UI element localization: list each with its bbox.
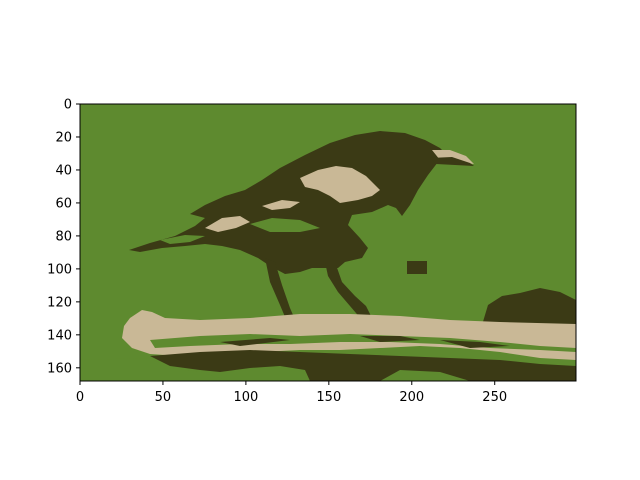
branch-fleck-3 bbox=[440, 340, 510, 348]
wing-gap-1 bbox=[250, 218, 320, 232]
y-tick-label: 0 bbox=[64, 98, 72, 113]
y-tick-label: 140 bbox=[47, 328, 72, 343]
x-tick-label: 0 bbox=[76, 390, 84, 405]
y-tick-label: 80 bbox=[55, 229, 72, 244]
wing-gap-2 bbox=[160, 235, 205, 244]
branch-green-band bbox=[150, 334, 576, 352]
x-tick-label: 50 bbox=[155, 390, 172, 405]
y-tick-label: 160 bbox=[47, 361, 72, 376]
wing-streak-1 bbox=[205, 216, 250, 232]
lower-left-green bbox=[80, 358, 230, 381]
y-axis: 0 20 40 60 80 100 120 140 160 bbox=[47, 98, 80, 376]
y-tick-label: 20 bbox=[55, 130, 72, 145]
plot-area bbox=[80, 104, 576, 381]
x-axis: 0 50 100 150 200 250 bbox=[76, 381, 507, 405]
dark-square-mark bbox=[407, 261, 427, 274]
x-tick-label: 100 bbox=[233, 390, 258, 405]
plot-frame bbox=[79, 103, 577, 382]
y-tick-label: 60 bbox=[55, 196, 72, 211]
right-foliage bbox=[482, 288, 576, 330]
bird-beak bbox=[432, 150, 474, 164]
branch-fleck-1 bbox=[220, 338, 290, 346]
x-tick-label: 200 bbox=[399, 390, 424, 405]
y-tick-label: 120 bbox=[47, 295, 72, 310]
bird-leg-right bbox=[325, 262, 372, 320]
x-tick-label: 150 bbox=[316, 390, 341, 405]
y-tick-label: 40 bbox=[55, 163, 72, 178]
branch-shadow bbox=[150, 350, 576, 381]
branch-fleck-2 bbox=[360, 336, 420, 342]
bird-breast-patch bbox=[300, 166, 380, 203]
bird-beak-edge bbox=[430, 157, 474, 166]
y-tick-label: 100 bbox=[47, 262, 72, 277]
wing-streak-2 bbox=[262, 200, 300, 210]
bird-leg-left bbox=[265, 258, 296, 324]
x-tick-label: 250 bbox=[482, 390, 507, 405]
